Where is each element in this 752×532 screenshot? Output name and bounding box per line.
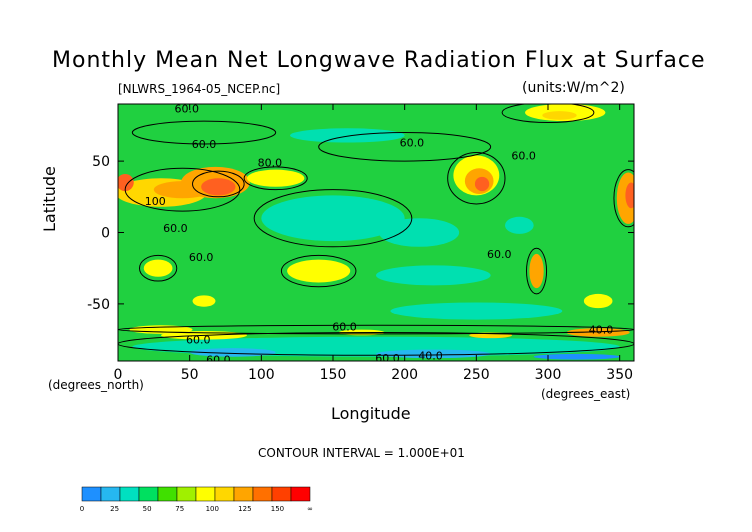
field-patch: [287, 259, 351, 283]
y-axis-unit: (degrees_north): [48, 378, 144, 392]
y-tick-label: -50: [87, 297, 110, 313]
field-patch: [566, 328, 630, 337]
field-patch: [261, 195, 405, 242]
colorbar-swatch: [100, 486, 121, 502]
x-tick-label: 50: [181, 367, 199, 383]
contour-label: 60.0: [206, 354, 231, 367]
field-patch: [474, 176, 490, 192]
field-patch: [378, 218, 460, 247]
colorbar-label: 0: [80, 505, 84, 513]
x-tick-label: 200: [391, 367, 418, 383]
colorbar-swatch: [81, 486, 102, 502]
contour-label: 60.0: [400, 137, 425, 150]
colorbar-label: 100: [206, 505, 219, 513]
contour-line: [526, 247, 548, 295]
field-patch: [504, 216, 534, 234]
contour-line: [118, 331, 634, 356]
colorbar-swatch: [176, 486, 197, 502]
colorbar-swatch: [252, 486, 273, 502]
contour-label: 60.0: [189, 251, 214, 264]
colorbar-label: ∞: [307, 505, 313, 513]
y-tick-label: 50: [92, 154, 110, 170]
contour-line: [501, 104, 595, 124]
x-tick-label: 0: [114, 367, 123, 383]
contour-line: [613, 169, 634, 228]
colorbar-swatch: [157, 486, 178, 502]
contour-label: 60.0: [192, 138, 217, 151]
field-patch: [192, 295, 216, 307]
field-patch: [542, 111, 577, 120]
contour-line: [447, 152, 506, 205]
field-patch: [246, 169, 305, 187]
colorbar-swatch: [290, 486, 311, 502]
x-axis-unit: (degrees_east): [541, 387, 631, 401]
contour-line: [131, 120, 277, 145]
colorbar-swatch: [214, 486, 235, 502]
contour-label: 60.0: [186, 334, 211, 347]
contour-line: [192, 170, 245, 198]
colorbar-swatch: [119, 486, 140, 502]
contour-label: 60.0: [375, 352, 400, 365]
units-label: (units:W/m^2): [522, 80, 625, 96]
colorbar-swatch: [271, 486, 292, 502]
contour-label: 60.0: [511, 149, 536, 162]
colorbar-swatch: [195, 486, 216, 502]
contour-interval-note: CONTOUR INTERVAL = 1.000E+01: [258, 446, 465, 460]
colorbar-label: 75: [175, 505, 184, 513]
field-patch: [118, 173, 134, 192]
field-patch: [390, 302, 563, 320]
contour-line: [243, 166, 308, 191]
field-patch: [290, 128, 405, 143]
field-patch: [583, 293, 613, 309]
contour-line: [253, 189, 413, 248]
contour-label: 80.0: [258, 157, 283, 170]
contour-label: 60.0: [487, 248, 512, 261]
field-patch: [529, 253, 544, 289]
contour-label: 60.0: [163, 222, 188, 235]
field-patch: [189, 348, 276, 357]
contour-line: [280, 254, 357, 288]
field-patch: [201, 178, 236, 196]
x-tick-label: 300: [535, 367, 562, 383]
colorbar-label: 125: [238, 505, 251, 513]
field-patch: [143, 259, 173, 277]
dataset-filename: [NLWRS_1964-05_NCEP.nc]: [118, 82, 281, 96]
field-patch: [533, 353, 620, 360]
contour-label: 40.0: [418, 349, 443, 362]
field-patch: [376, 265, 491, 286]
contour-line: [318, 132, 492, 162]
y-tick-label: 0: [101, 226, 110, 242]
colorbar-label: 50: [143, 505, 152, 513]
contour-line: [124, 167, 241, 212]
colorbar-swatch: [138, 486, 159, 502]
contour-line: [118, 324, 634, 335]
contour-label: 100: [145, 195, 166, 208]
contour-label: 60.0: [175, 102, 200, 115]
colorbar-label: 150: [271, 505, 284, 513]
contour-label: 40.0: [589, 324, 614, 337]
colorbar-label: 25: [110, 505, 119, 513]
x-tick-label: 150: [320, 367, 347, 383]
chart-title: Monthly Mean Net Longwave Radiation Flux…: [52, 48, 706, 73]
x-tick-label: 100: [248, 367, 275, 383]
x-axis-label: Longitude: [331, 404, 411, 423]
contour-label: 60.0: [332, 321, 357, 334]
colorbar-swatch: [233, 486, 254, 502]
field-layer: 60.0 60.0 80.0 100 60.0 60.0 60.0 60.0 60.0 60.0 6…: [118, 102, 634, 367]
x-tick-label: 350: [606, 367, 633, 383]
contour-line: [139, 254, 178, 282]
x-tick-label: 250: [463, 367, 490, 383]
field-patch: [625, 182, 634, 209]
